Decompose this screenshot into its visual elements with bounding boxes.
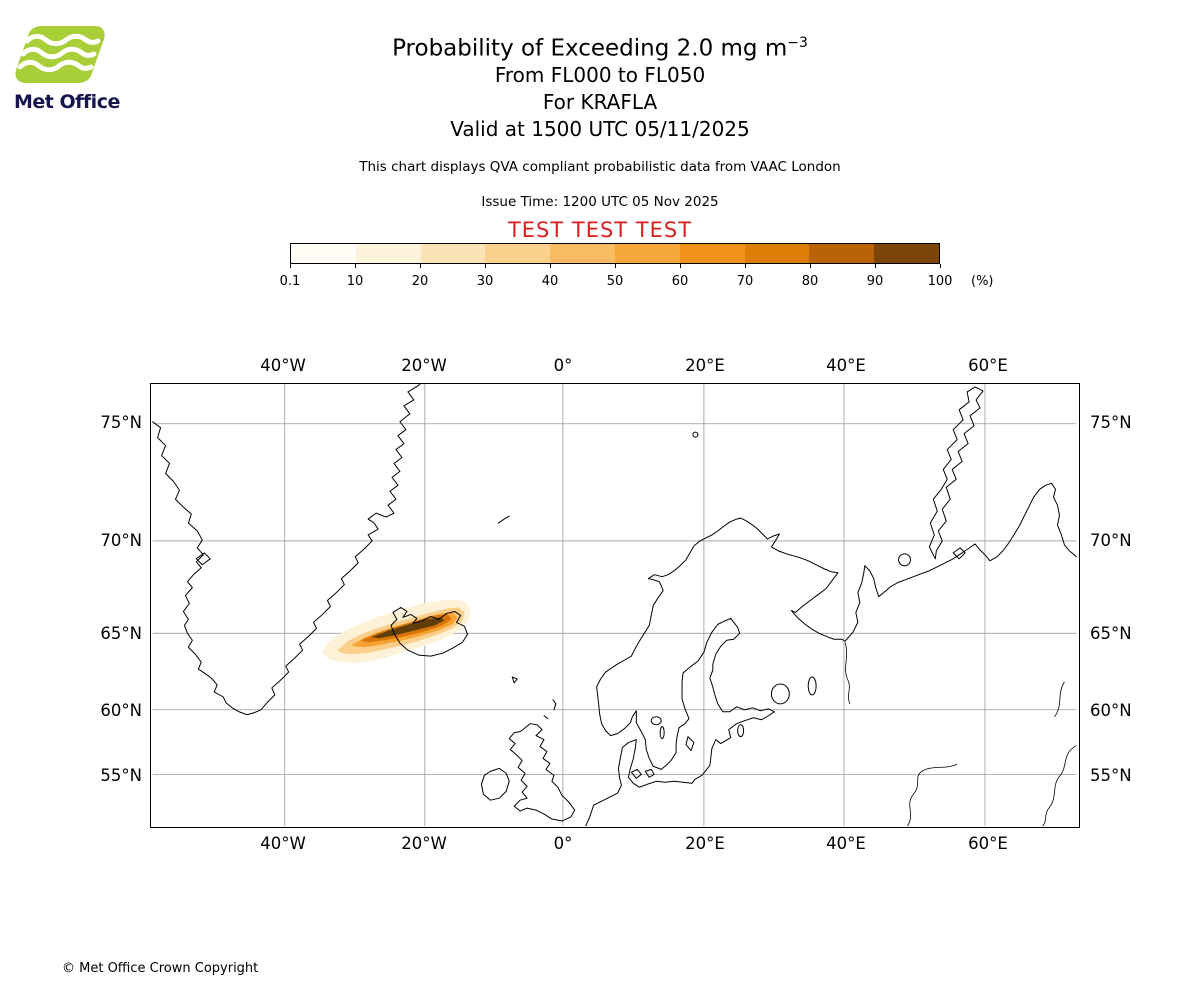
island-gotland xyxy=(685,736,695,752)
chart-title: Probability of Exceeding 2.0 mg m−3 xyxy=(0,30,1200,62)
colorbar-tick-label: 50 xyxy=(606,274,624,289)
lat-tick-label-left: 55°N xyxy=(100,766,142,785)
test-banner: TEST TEST TEST xyxy=(507,217,693,242)
lon-tick-label-top: 40°W xyxy=(260,356,306,375)
lake-vattern xyxy=(659,726,665,740)
lon-tick-label-top: 20°E xyxy=(685,356,725,375)
chart-header: Probability of Exceeding 2.0 mg m−3 From… xyxy=(0,30,1200,242)
lake-ladoga xyxy=(770,683,790,705)
colorbar-segment xyxy=(355,244,421,263)
island-vaygach xyxy=(952,547,966,560)
colorbar-tick-label: 30 xyxy=(476,274,494,289)
map-frame xyxy=(150,383,1080,828)
colorbar-tick-label: 70 xyxy=(736,274,754,289)
colorbar-segment xyxy=(874,244,939,263)
coast-mainland-europe xyxy=(585,482,1077,826)
rivers xyxy=(844,642,1077,826)
met-office-logo: Met Office xyxy=(14,26,144,113)
river-dvina xyxy=(844,642,851,705)
colorbar-tick-label: 80 xyxy=(801,274,819,289)
colorbar-ticks xyxy=(290,264,941,268)
met-office-logo-text: Met Office xyxy=(14,91,120,113)
lon-tick-label-bottom: 40°W xyxy=(260,834,306,853)
lon-tick-label-bottom: 60°E xyxy=(968,834,1008,853)
ash-probability-plume xyxy=(321,599,471,664)
lon-tick-label-top: 40°E xyxy=(826,356,866,375)
subtitle-volcano: For KRAFLA xyxy=(542,89,658,114)
island-bear xyxy=(692,431,699,438)
lon-tick-label-top: 60°E xyxy=(968,356,1008,375)
island-jan-mayen xyxy=(497,515,510,524)
colorbar-strip xyxy=(290,243,940,264)
lat-tick-label-left: 75°N xyxy=(100,413,142,432)
lat-tick-label-right: 70°N xyxy=(1090,531,1132,550)
river-ob xyxy=(1054,681,1065,717)
colorbar-segment xyxy=(485,244,551,263)
met-office-logo-icon xyxy=(15,26,105,83)
lake-vanern xyxy=(650,716,662,726)
colorbar-segment xyxy=(679,244,745,263)
colorbar-tick-label: 40 xyxy=(541,274,559,289)
lon-tick-label-bottom: 20°E xyxy=(685,834,725,853)
colorbar-tick-label: 60 xyxy=(671,274,689,289)
island-orkney xyxy=(543,715,549,720)
lat-tick-label-left: 70°N xyxy=(100,531,142,550)
river-ural xyxy=(1042,745,1077,826)
colorbar-segment xyxy=(744,244,810,263)
copyright-notice: © Met Office Crown Copyright xyxy=(62,961,259,976)
lon-tick-label-top: 20°W xyxy=(401,356,447,375)
colorbar-segment xyxy=(809,244,875,263)
plume-level-90-core xyxy=(371,617,445,639)
lat-tick-label-right: 55°N xyxy=(1090,766,1132,785)
lon-tick-label-bottom: 20°W xyxy=(401,834,447,853)
chart-description: This chart displays QVA compliant probab… xyxy=(359,158,841,175)
coast-great-britain xyxy=(508,723,576,822)
chart-title-text: Probability of Exceeding 2.0 mg m xyxy=(392,35,788,62)
island-disko xyxy=(195,552,211,566)
coast-ireland xyxy=(480,767,510,801)
colorbar-unit-label: (%) xyxy=(971,274,994,289)
colorbar-segment xyxy=(420,244,486,263)
colorbar-tick-label: 20 xyxy=(411,274,429,289)
lat-tick-label-right: 60°N xyxy=(1090,701,1132,720)
lake-onega xyxy=(807,676,817,696)
lat-tick-label-left: 60°N xyxy=(100,701,142,720)
lat-tick-label-right: 75°N xyxy=(1090,413,1132,432)
logo-wave-3 xyxy=(17,59,94,73)
lat-tick-label-left: 65°N xyxy=(100,624,142,643)
colorbar-tick-label: 0.1 xyxy=(279,274,301,289)
colorbar-tick-label: 100 xyxy=(927,274,953,289)
islands-denmark xyxy=(630,768,655,779)
issue-time: Issue Time: 1200 UTC 05 Nov 2025 xyxy=(481,193,719,210)
subtitle-valid-time: Valid at 1500 UTC 05/11/2025 xyxy=(450,116,750,141)
map-svg xyxy=(152,384,1077,826)
island-novaya-zemlya xyxy=(928,386,984,560)
map-gridlines xyxy=(152,384,1077,826)
chart-title-exponent: −3 xyxy=(787,35,808,51)
island-faroe xyxy=(511,676,518,684)
map-area: 40°W 20°W 0° 20°E 40°E 60°E 40°W 20°W 0°… xyxy=(100,356,1131,853)
lon-tick-label-bottom: 0° xyxy=(553,834,573,853)
island-kolguev xyxy=(898,553,911,567)
logo-wave-1 xyxy=(24,33,101,47)
coast-greenland xyxy=(152,384,421,716)
colorbar-tick-label: 90 xyxy=(866,274,884,289)
subtitle-flight-levels: From FL000 to FL050 xyxy=(494,62,706,87)
lon-tick-label-top: 0° xyxy=(553,356,573,375)
colorbar-segment xyxy=(550,244,615,263)
coastlines xyxy=(152,384,1077,826)
river-volga xyxy=(907,764,958,826)
coast-iceland xyxy=(390,606,468,657)
colorbar-segment xyxy=(291,244,356,263)
logo-wave-2 xyxy=(20,46,97,60)
lon-tick-label-bottom: 40°E xyxy=(826,834,866,853)
island-shetland xyxy=(552,699,557,711)
lake-peipus xyxy=(737,724,745,738)
colorbar-tick-label: 10 xyxy=(346,274,364,289)
colorbar-segment xyxy=(614,244,680,263)
probability-colorbar: 0.1 10 20 30 40 50 60 70 80 90 100 (%) xyxy=(280,243,1010,293)
lat-tick-label-right: 65°N xyxy=(1090,624,1132,643)
